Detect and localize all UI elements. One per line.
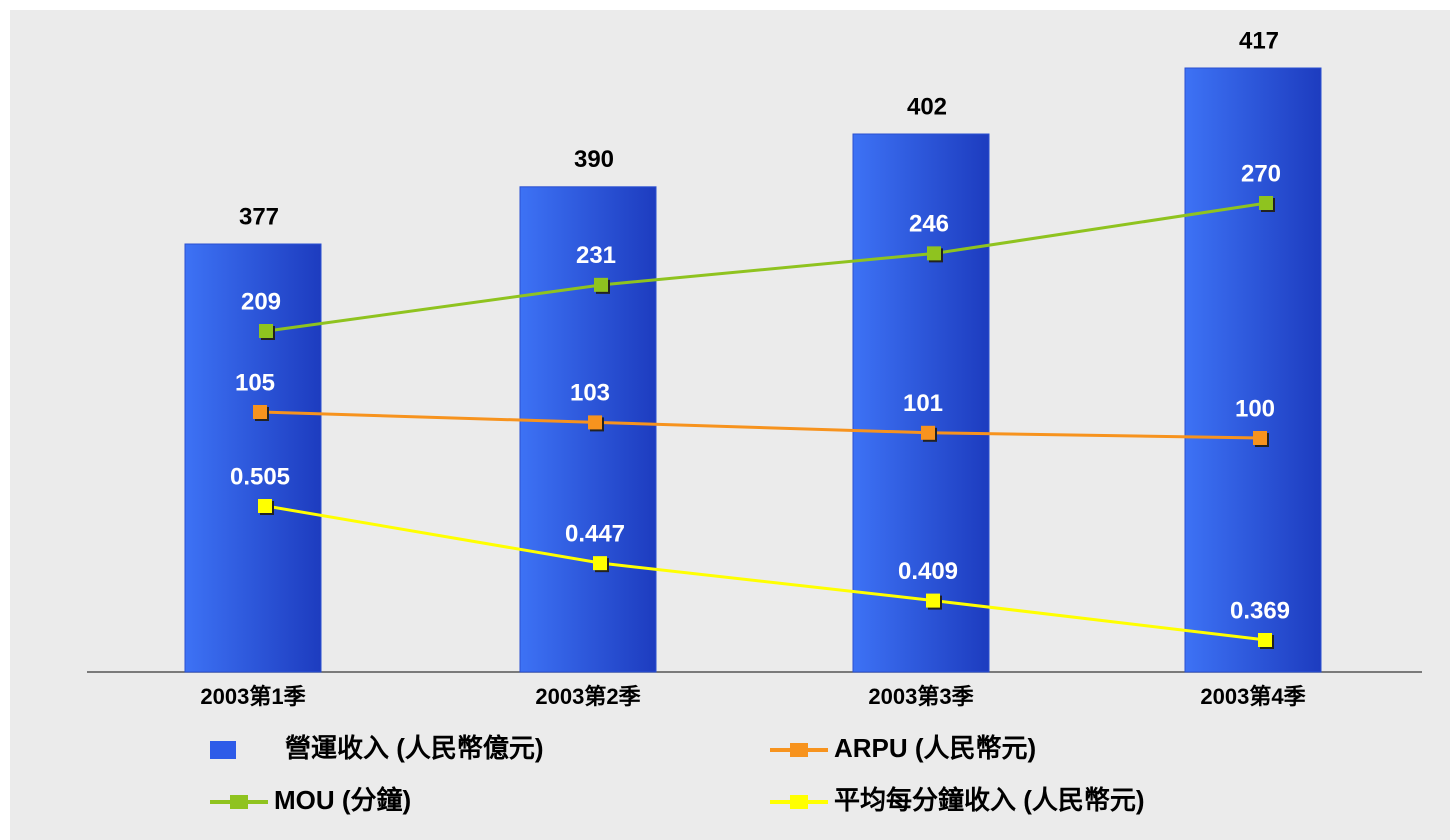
line [266,201,1268,333]
marker [1259,196,1273,210]
bar [852,133,990,673]
line-value-label: 103 [570,380,610,407]
marker [259,324,273,338]
legend-swatch [210,741,236,759]
marker [258,499,272,513]
line-value-label: 231 [576,242,616,269]
bar [1184,67,1322,673]
legend-label: ARPU (人民幣元) [834,733,1036,763]
line-value-label: 270 [1241,160,1281,187]
marker [253,405,267,419]
marker [588,415,602,430]
legend-marker [790,743,808,757]
marker [927,246,941,261]
marker [1253,431,1267,445]
legend-marker [790,795,808,809]
bar [184,243,322,673]
x-tick-label: 2003第3季 [868,684,973,709]
line [265,504,1267,642]
marker [593,556,607,571]
line-value-label: 0.505 [230,463,290,490]
bar-value-label: 417 [1239,27,1279,54]
legend-marker [230,795,248,809]
bar-value-label: 377 [239,203,279,230]
marker [926,593,940,608]
bar-value-label: 390 [574,146,614,173]
bar [519,186,657,673]
line [260,410,1262,440]
legend-label: MOU (分鐘) [274,785,411,815]
line-value-label: 101 [903,390,943,417]
legend-label: 平均每分鐘收入 (人民幣元) [834,785,1145,815]
line-value-label: 246 [909,211,949,238]
bar-value-label: 402 [907,93,947,120]
line-value-label: 105 [235,369,275,396]
line-value-label: 209 [241,288,281,315]
marker [594,277,608,292]
line-value-label: 0.369 [1230,597,1290,624]
line-value-label: 0.447 [565,520,625,547]
marker [921,425,935,440]
line-value-label: 100 [1235,395,1275,422]
x-tick-label: 2003第1季 [200,684,305,709]
legend-label: 營運收入 (人民幣億元) [285,733,544,763]
x-tick-label: 2003第4季 [1200,684,1305,709]
x-tick-label: 2003第2季 [535,684,640,709]
line-value-label: 0.409 [898,558,958,585]
marker [1258,633,1272,647]
